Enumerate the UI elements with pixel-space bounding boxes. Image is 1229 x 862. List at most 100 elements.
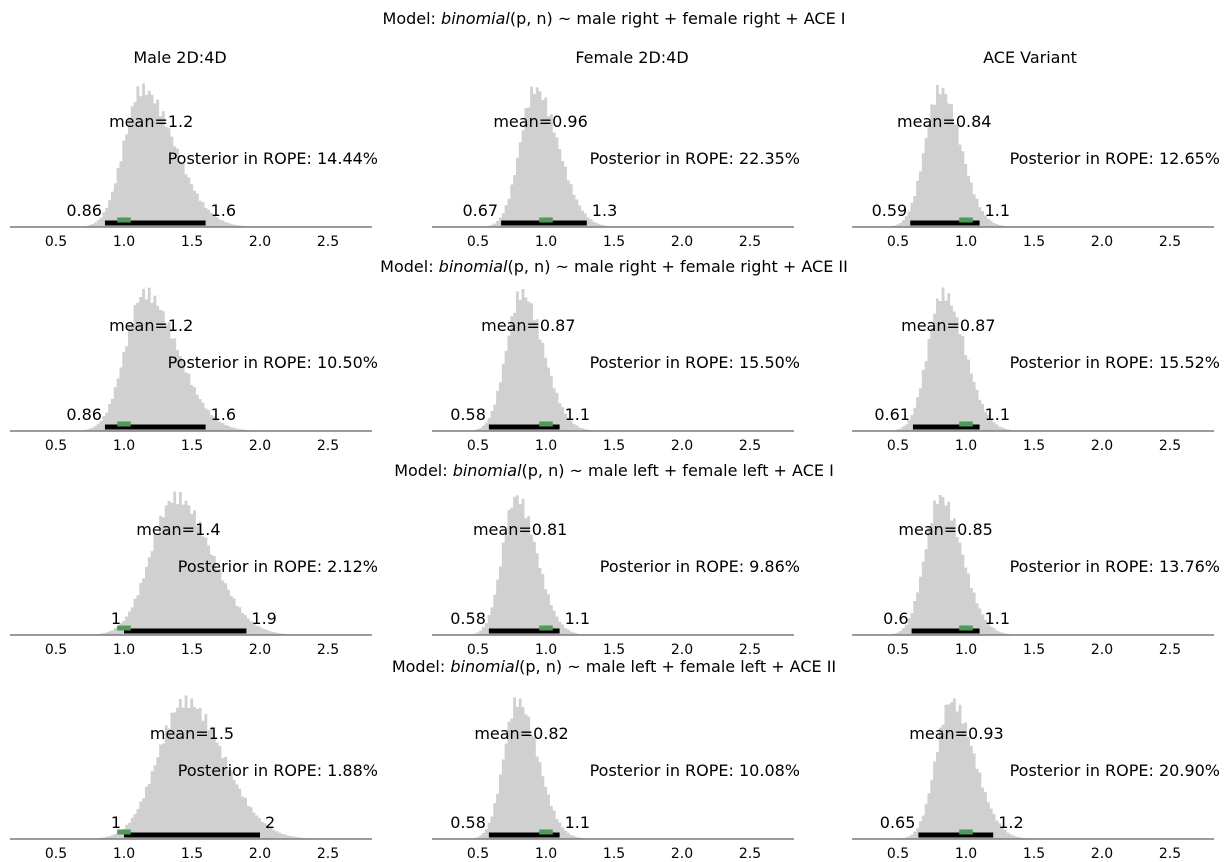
x-tick-label: 0.5 bbox=[887, 846, 909, 862]
posterior-histogram bbox=[450, 288, 791, 431]
hdi-low-label: 1 bbox=[111, 609, 121, 628]
x-tick-label: 1.5 bbox=[603, 846, 625, 862]
hdi-low-label: 0.65 bbox=[880, 813, 916, 832]
posterior-panel: 0.59 1.1 mean=0.84 Posterior in ROPE: 12.65… bbox=[852, 84, 1220, 250]
x-tick-label: 2.5 bbox=[739, 234, 761, 250]
model-title-prefix: Model: bbox=[380, 257, 439, 276]
hdi-low-label: 0.86 bbox=[66, 201, 102, 220]
hdi-high-label: 1.1 bbox=[565, 813, 590, 832]
model-title-formula: ~ male right + female right + ACE II bbox=[550, 257, 847, 276]
x-tick-label: 2.5 bbox=[1159, 846, 1181, 862]
rope-percentage-label: Posterior in ROPE: 2.12% bbox=[178, 557, 378, 576]
x-tick-label: 2.5 bbox=[1159, 234, 1181, 250]
x-tick-label: 1.5 bbox=[1023, 438, 1045, 454]
x-tick-label: 2.0 bbox=[671, 438, 693, 454]
x-tick-label: 1.0 bbox=[113, 234, 135, 250]
rope-percentage-label: Posterior in ROPE: 10.50% bbox=[168, 353, 378, 372]
x-tick-label: 2.0 bbox=[1091, 846, 1113, 862]
posterior-panel: 0.6 1.1 mean=0.85 Posterior in ROPE: 13.76%… bbox=[852, 495, 1220, 658]
hdi-low-label: 0.59 bbox=[872, 201, 908, 220]
x-tick-label: 2.5 bbox=[317, 846, 339, 862]
hdi-high-label: 1.2 bbox=[998, 813, 1023, 832]
rope-percentage-label: Posterior in ROPE: 13.76% bbox=[1010, 557, 1220, 576]
x-tick-label: 2.0 bbox=[671, 234, 693, 250]
model-row: Model: binomial(p, n) ~ male right + fem… bbox=[10, 257, 1220, 454]
x-tick-label: 1.0 bbox=[535, 234, 557, 250]
x-tick-label: 1.5 bbox=[603, 438, 625, 454]
model-title-prefix: Model: bbox=[383, 9, 442, 28]
x-tick-label: 2.0 bbox=[1091, 642, 1113, 658]
hdi-low-label: 0.58 bbox=[450, 813, 486, 832]
posterior-panel: 1 2 mean=1.5 Posterior in ROPE: 1.88% 0.5 1.0… bbox=[10, 695, 378, 862]
hdi-low-label: 0.6 bbox=[883, 609, 908, 628]
x-tick-label: 1.5 bbox=[181, 438, 203, 454]
mean-label: mean=0.82 bbox=[474, 724, 568, 743]
posterior-histogram bbox=[28, 695, 369, 839]
mean-label: mean=0.87 bbox=[901, 316, 995, 335]
hdi-low-label: 0.67 bbox=[462, 201, 498, 220]
model-row: Model: binomial(p, n) ~ male left + fema… bbox=[10, 657, 1220, 862]
posterior-panel: 0.86 1.6 mean=1.2 Posterior in ROPE: 10.50%… bbox=[10, 287, 378, 454]
x-tick-label: 1.0 bbox=[535, 642, 557, 658]
x-tick-label: 0.5 bbox=[45, 438, 67, 454]
x-tick-label: 1.5 bbox=[603, 234, 625, 250]
rope-percentage-label: Posterior in ROPE: 15.50% bbox=[590, 353, 800, 372]
posterior-panel: 0.58 1.1 mean=0.82 Posterior in ROPE: 10.08… bbox=[432, 697, 800, 862]
x-tick-label: 0.5 bbox=[467, 234, 489, 250]
x-tick-label: 0.5 bbox=[887, 642, 909, 658]
x-tick-label: 1.0 bbox=[955, 642, 977, 658]
posterior-histogram bbox=[870, 287, 1211, 431]
hdi-high-label: 1.1 bbox=[565, 405, 590, 424]
model-title-args: (p, n) bbox=[510, 9, 553, 28]
posterior-histogram bbox=[870, 84, 1211, 227]
mean-label: mean=0.81 bbox=[473, 520, 567, 539]
model-title-family: binomial bbox=[441, 9, 510, 28]
posterior-panel: 0.65 1.2 mean=0.93 Posterior in ROPE: 20.90… bbox=[852, 698, 1220, 862]
hdi-high-label: 1.1 bbox=[565, 609, 590, 628]
posterior-histogram bbox=[450, 697, 791, 839]
x-tick-label: 2.0 bbox=[671, 642, 693, 658]
x-tick-label: 2.0 bbox=[249, 438, 271, 454]
x-tick-label: 1.5 bbox=[1023, 642, 1045, 658]
model-row: Model: binomial(p, n) ~ male right + fem… bbox=[10, 9, 1220, 250]
x-tick-label: 0.5 bbox=[45, 642, 67, 658]
x-tick-label: 2.5 bbox=[317, 234, 339, 250]
column-title: Female 2D:4D bbox=[575, 48, 688, 67]
model-row: Model: binomial(p, n) ~ male left + fema… bbox=[10, 461, 1220, 658]
mean-label: mean=0.93 bbox=[909, 724, 1003, 743]
hdi-low-label: 0.58 bbox=[450, 609, 486, 628]
x-tick-label: 2.5 bbox=[317, 438, 339, 454]
rope-percentage-label: Posterior in ROPE: 14.44% bbox=[168, 149, 378, 168]
x-tick-label: 1.5 bbox=[603, 642, 625, 658]
column-title: ACE Variant bbox=[983, 48, 1077, 67]
posterior-panel: 0.58 1.1 mean=0.81 Posterior in ROPE: 9.86%… bbox=[432, 495, 800, 658]
x-tick-label: 1.0 bbox=[955, 234, 977, 250]
x-tick-label: 2.0 bbox=[249, 846, 271, 862]
hdi-high-label: 1.1 bbox=[985, 609, 1010, 628]
x-tick-label: 0.5 bbox=[467, 846, 489, 862]
posterior-panel: 0.61 1.1 mean=0.87 Posterior in ROPE: 15.52… bbox=[852, 287, 1220, 454]
rope-percentage-label: Posterior in ROPE: 9.86% bbox=[600, 557, 800, 576]
x-tick-label: 2.5 bbox=[739, 846, 761, 862]
x-tick-label: 2.0 bbox=[249, 642, 271, 658]
x-tick-label: 2.5 bbox=[739, 642, 761, 658]
hdi-high-label: 1.6 bbox=[211, 201, 236, 220]
model-title-formula: ~ male left + female left + ACE II bbox=[562, 657, 836, 676]
model-title: Model: binomial(p, n) ~ male right + fem… bbox=[380, 257, 848, 276]
posterior-panel: 0.58 1.1 mean=0.87 Posterior in ROPE: 15.50… bbox=[432, 288, 800, 454]
mean-label: mean=1.4 bbox=[136, 520, 220, 539]
x-tick-label: 1.5 bbox=[181, 846, 203, 862]
x-tick-label: 2.5 bbox=[317, 642, 339, 658]
x-tick-label: 1.0 bbox=[955, 846, 977, 862]
x-tick-label: 1.0 bbox=[113, 642, 135, 658]
mean-label: mean=1.5 bbox=[150, 724, 234, 743]
model-title: Model: binomial(p, n) ~ male left + fema… bbox=[392, 657, 836, 676]
x-tick-label: 0.5 bbox=[467, 438, 489, 454]
hdi-high-label: 1.1 bbox=[985, 201, 1010, 220]
model-title-family: binomial bbox=[439, 257, 508, 276]
model-title-prefix: Model: bbox=[392, 657, 451, 676]
rope-percentage-label: Posterior in ROPE: 15.52% bbox=[1010, 353, 1220, 372]
posterior-histogram bbox=[28, 287, 369, 431]
